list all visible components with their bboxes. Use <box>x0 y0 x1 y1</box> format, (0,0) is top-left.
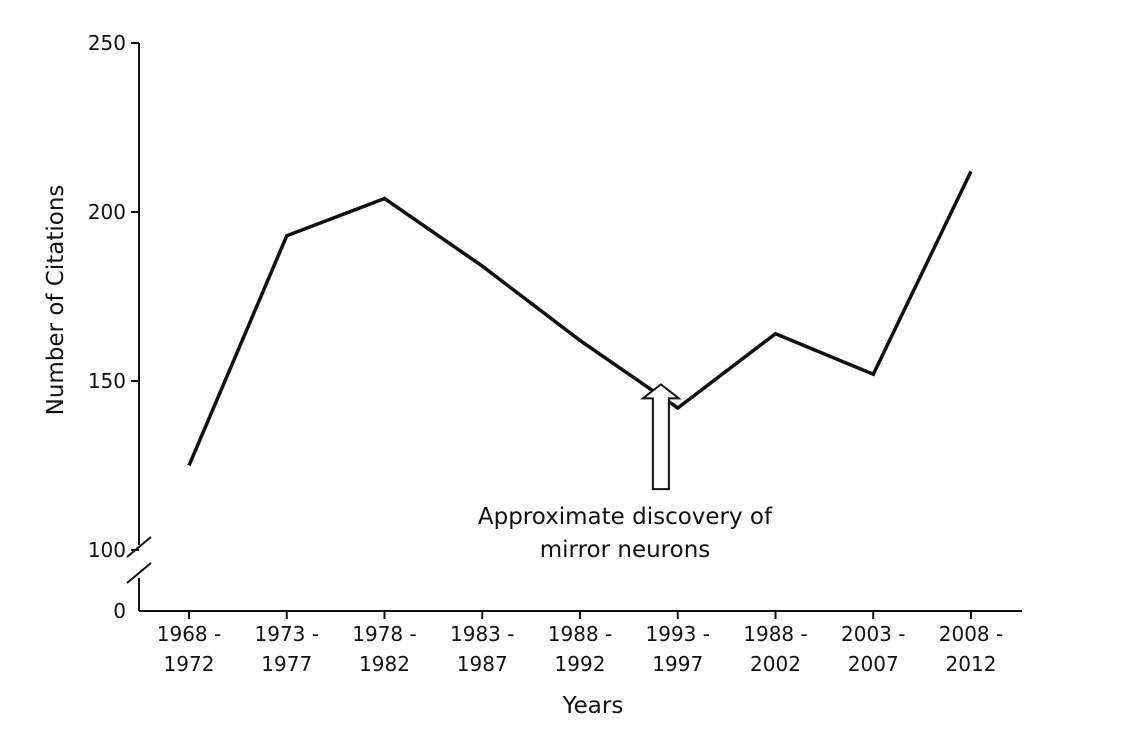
x-tick-label: 1972 <box>164 652 215 676</box>
x-tick-label: 1973 - <box>255 622 319 646</box>
x-tick-label: 1978 - <box>352 622 416 646</box>
x-tick-label: 2002 <box>750 652 801 676</box>
x-tick-label: 1977 <box>261 652 312 676</box>
y-axis-title: Number of Citations <box>43 185 69 416</box>
annotation-text-line2: mirror neurons <box>540 537 711 563</box>
series-layer <box>187 170 973 467</box>
y-axis: 0 100 150 200 250 <box>88 31 152 623</box>
x-axis: 1968 - 1972 1973 - 1977 1978 - 1982 1983 - 1987… <box>139 610 1022 676</box>
x-axis-title: Years <box>562 693 624 719</box>
y-tick-label: 0 <box>113 599 126 623</box>
x-tick-label: 1987 <box>457 652 508 676</box>
x-tick-label: 1997 <box>652 652 703 676</box>
x-tick-label: 2012 <box>946 652 997 676</box>
y-tick-label: 150 <box>88 369 126 393</box>
annotation-text-line1: Approximate discovery of <box>478 504 773 530</box>
x-tick-label: 2008 - <box>939 622 1003 646</box>
x-tick-label: 1983 - <box>450 622 514 646</box>
x-tick-label: 2003 - <box>841 622 905 646</box>
series-line <box>187 170 973 467</box>
x-tick-label: 1993 - <box>646 622 710 646</box>
x-tick-label: 1992 <box>555 652 606 676</box>
arrow-up-icon <box>639 383 682 491</box>
x-tick-label: 2007 <box>848 652 899 676</box>
axis-break-mark <box>126 562 152 584</box>
x-tick-label: 1988 - <box>743 622 807 646</box>
axis-break-mark <box>126 536 152 558</box>
y-tick-label: 200 <box>88 200 126 224</box>
y-tick-label: 250 <box>88 31 126 55</box>
y-tick-label: 100 <box>88 538 126 562</box>
x-tick-label: 1988 - <box>548 622 612 646</box>
annotation: Approximate discovery of mirror neurons <box>478 383 773 563</box>
x-tick-label: 1982 <box>359 652 410 676</box>
x-tick-label: 1968 - <box>157 622 221 646</box>
